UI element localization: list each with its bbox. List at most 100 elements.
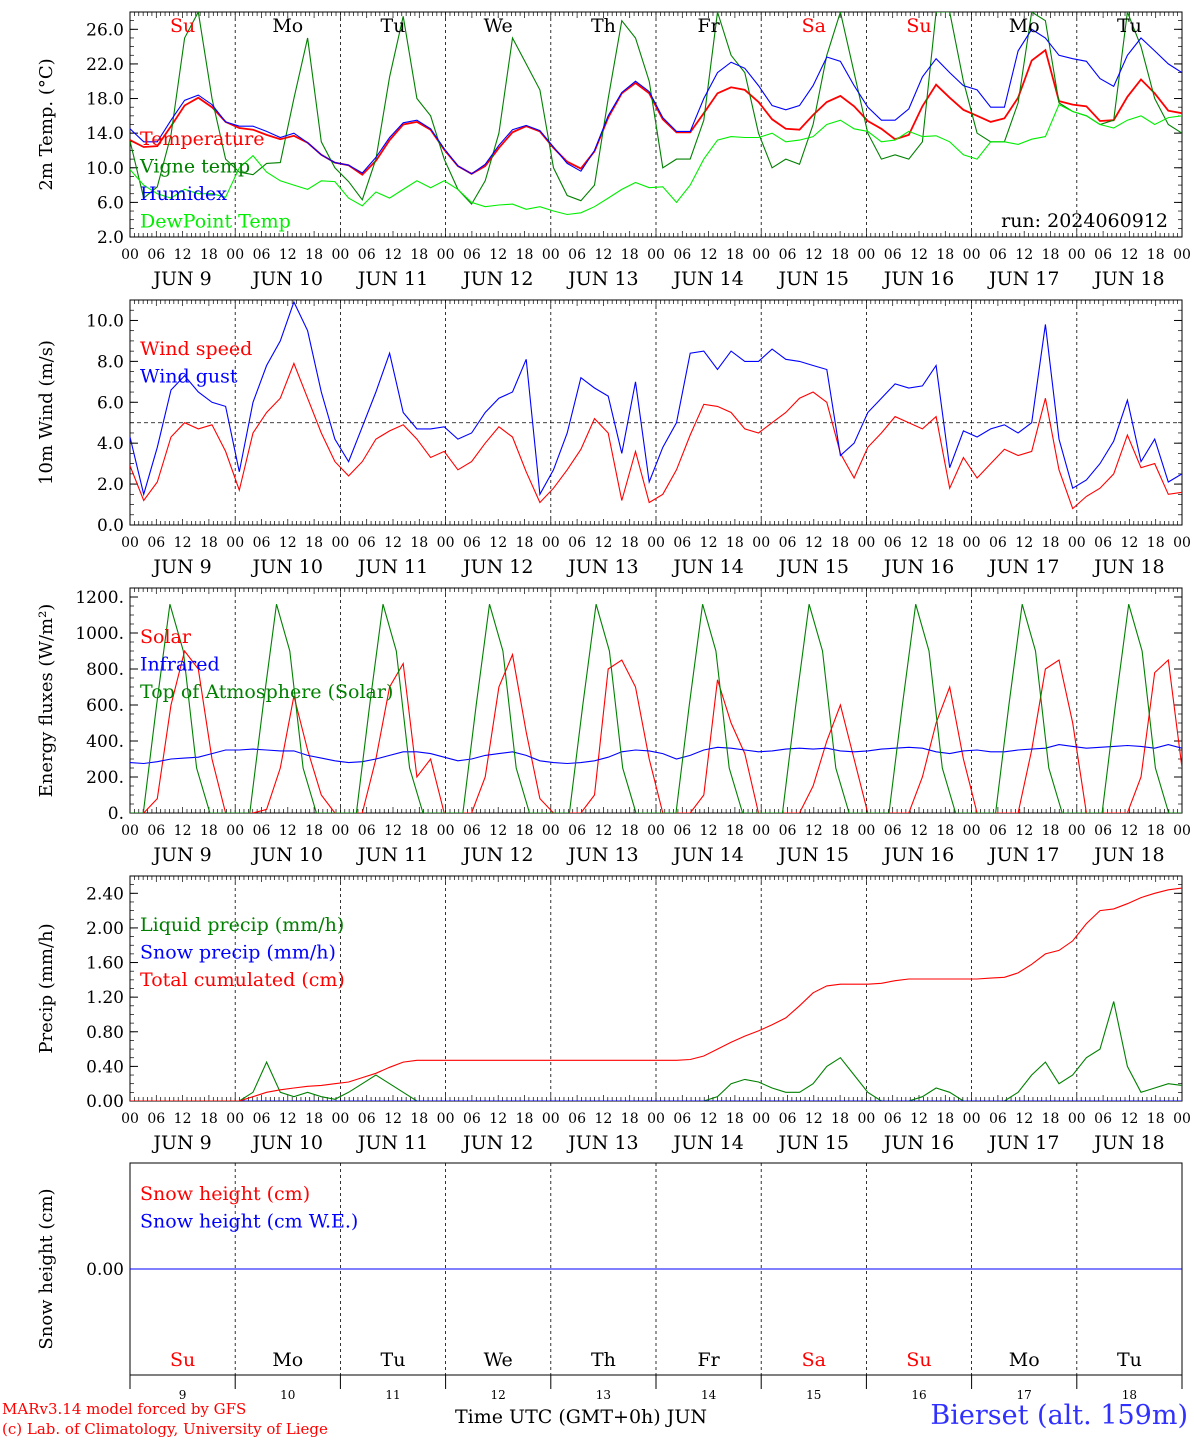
hour-tick-label: 06 <box>884 1111 902 1127</box>
y-tick-label: 1.20 <box>86 988 124 1008</box>
hour-tick-label: 12 <box>279 247 297 263</box>
hour-tick-label: 12 <box>279 823 297 839</box>
hour-tick-label: 12 <box>384 823 402 839</box>
hour-tick-label: 00 <box>331 823 349 839</box>
y-tick-label: 2.00 <box>86 919 124 939</box>
date-label: JUN 10 <box>251 844 323 866</box>
legend-entry: Snow height (cm) <box>140 1183 310 1205</box>
hour-tick-label: 06 <box>147 1111 165 1127</box>
hour-tick-label: 12 <box>1015 1111 1033 1127</box>
hour-tick-label: 18 <box>726 1111 744 1127</box>
date-label: JUN 9 <box>151 1132 211 1154</box>
hour-tick-label: 12 <box>594 823 612 839</box>
weekday-top: Tu <box>1117 15 1142 37</box>
legend-entry: Wind gust <box>140 366 238 388</box>
series-line-liquid-precip-mm-h- <box>130 1001 1182 1101</box>
hour-tick-label: 00 <box>542 1111 560 1127</box>
hour-tick-label: 18 <box>200 247 218 263</box>
date-label: JUN 13 <box>566 1132 638 1154</box>
day-number: 18 <box>1122 1388 1137 1402</box>
hour-tick-label: 00 <box>647 535 665 551</box>
legend-entry: Temperature <box>140 128 264 150</box>
hour-tick-label: 18 <box>410 535 428 551</box>
date-label: JUN 9 <box>151 844 211 866</box>
hour-tick-label: 00 <box>437 535 455 551</box>
legend-entry: Snow precip (mm/h) <box>140 942 336 964</box>
hour-tick-label: 06 <box>673 823 691 839</box>
hour-tick-label: 00 <box>963 247 981 263</box>
series-line-dewpoint-temp <box>130 103 1182 216</box>
hour-tick-label: 00 <box>437 823 455 839</box>
hour-tick-label: 06 <box>1094 823 1112 839</box>
hour-tick-label: 12 <box>1120 535 1138 551</box>
weekday-bottom: Su <box>170 1349 195 1371</box>
legend-entry: Infrared <box>140 654 220 676</box>
hour-tick-label: 18 <box>305 823 323 839</box>
panel-3: 0. 200. 400. 600. 800. 1000. 1200. Energy fluxe… <box>36 587 1191 866</box>
date-label: JUN 13 <box>566 556 638 578</box>
hour-tick-label: 06 <box>463 247 481 263</box>
hour-tick-label: 18 <box>516 535 534 551</box>
y-tick-label: 0. <box>108 804 124 824</box>
hour-tick-label: 12 <box>1015 823 1033 839</box>
hour-tick-label: 12 <box>700 1111 718 1127</box>
hour-tick-label: 18 <box>516 1111 534 1127</box>
day-number: 14 <box>701 1388 717 1402</box>
y-tick-label: 200. <box>86 768 124 788</box>
weekday-top: Th <box>591 15 616 37</box>
hour-tick-label: 18 <box>1042 823 1060 839</box>
hour-tick-label: 00 <box>331 535 349 551</box>
hour-tick-label: 06 <box>253 535 271 551</box>
hour-tick-label: 06 <box>568 535 586 551</box>
hour-tick-label: 00 <box>121 247 139 263</box>
hour-tick-label: 18 <box>1147 823 1165 839</box>
hour-tick-label: 00 <box>752 823 770 839</box>
weekday-bottom: Tu <box>1117 1349 1142 1371</box>
date-label: JUN 18 <box>1092 844 1164 866</box>
hour-tick-label: 06 <box>463 823 481 839</box>
hour-tick-label: 12 <box>1120 247 1138 263</box>
hour-tick-label: 12 <box>910 535 928 551</box>
hour-tick-label: 06 <box>147 247 165 263</box>
hour-tick-label: 12 <box>384 1111 402 1127</box>
y-tick-label: 4.0 <box>97 434 124 454</box>
hour-tick-label: 00 <box>752 247 770 263</box>
plot-frame <box>129 299 1183 526</box>
hour-tick-label: 18 <box>831 535 849 551</box>
date-label: JUN 14 <box>671 556 743 578</box>
date-label: JUN 14 <box>671 844 743 866</box>
date-label: JUN 17 <box>987 268 1059 290</box>
panel-2: 0.0 2.0 4.0 6.0 8.0 10.0 10m Wind (m/s) Wind sp… <box>36 299 1191 578</box>
day-number: 16 <box>911 1388 926 1402</box>
date-label: JUN 12 <box>461 556 533 578</box>
x-axis-title: Time UTC (GMT+0h) JUN <box>455 1406 707 1428</box>
hour-tick-label: 00 <box>331 1111 349 1127</box>
credit-model: MARv3.14 model forced by GFS <box>2 1400 247 1418</box>
hour-tick-label: 12 <box>805 535 823 551</box>
y-tick-label: 0.00 <box>86 1260 124 1280</box>
hour-tick-label: 06 <box>673 535 691 551</box>
hour-tick-label: 18 <box>1042 247 1060 263</box>
date-label: JUN 11 <box>356 268 428 290</box>
hour-tick-label: 18 <box>936 247 954 263</box>
weekday-top: Mo <box>272 15 303 37</box>
date-label: JUN 18 <box>1092 1132 1164 1154</box>
legend-entry: Humidex <box>140 183 227 205</box>
weekday-bottom: Sa <box>802 1349 826 1371</box>
hour-tick-label: 00 <box>1068 823 1086 839</box>
hour-tick-label: 00 <box>226 247 244 263</box>
hour-tick-label: 12 <box>910 1111 928 1127</box>
date-label: JUN 11 <box>356 556 428 578</box>
hour-tick-label: 12 <box>700 535 718 551</box>
hour-tick-label: 12 <box>174 823 192 839</box>
weekday-top: Tu <box>381 15 406 37</box>
hour-tick-label: 06 <box>253 823 271 839</box>
hour-tick-label: 18 <box>831 247 849 263</box>
hour-tick-label: 06 <box>1094 1111 1112 1127</box>
hour-tick-label: 18 <box>305 1111 323 1127</box>
date-label: JUN 11 <box>356 1132 428 1154</box>
hour-tick-label: 18 <box>410 823 428 839</box>
y-axis-label: Precip (mm/h) <box>36 923 57 1053</box>
legend-entry: Snow height (cm W.E.) <box>140 1211 358 1233</box>
hour-tick-label: 12 <box>594 1111 612 1127</box>
